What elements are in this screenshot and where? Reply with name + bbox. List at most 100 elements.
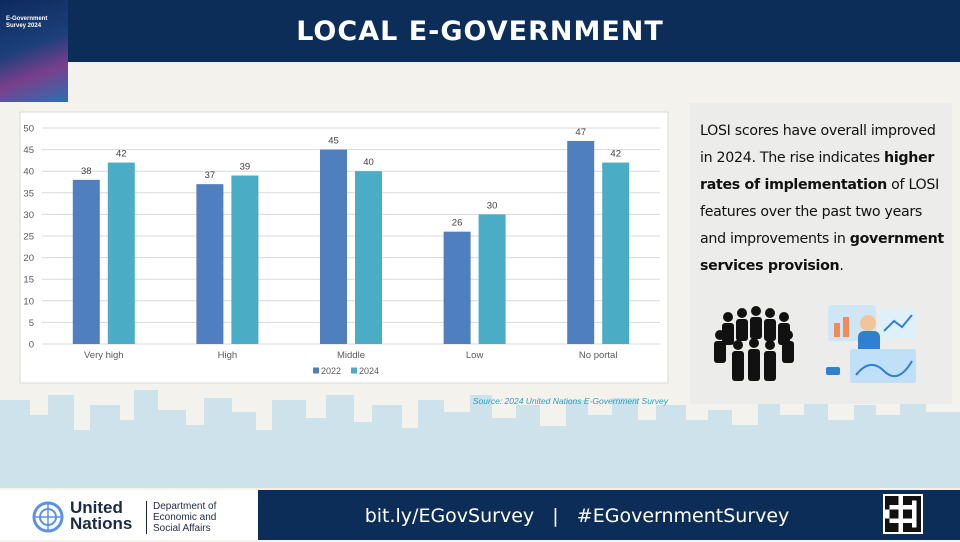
building [400, 428, 420, 488]
y-tick-label: 40 [23, 167, 34, 178]
y-tick-label: 25 [23, 232, 34, 243]
bar [231, 175, 259, 344]
qr-cell [907, 496, 912, 501]
building [352, 422, 374, 488]
data-label: 39 [240, 162, 251, 173]
bar [355, 171, 382, 344]
qr-cell [894, 527, 899, 532]
qr-cell [912, 496, 917, 501]
qr-cell [889, 496, 894, 501]
qr-cell [903, 527, 908, 532]
qr-cell [907, 523, 912, 528]
building [874, 415, 902, 488]
data-label: 45 [328, 136, 339, 147]
data-label: 42 [116, 149, 127, 160]
building [48, 395, 74, 488]
qr-cell [885, 527, 890, 532]
footer-bar [258, 490, 960, 540]
report-cover [0, 0, 68, 102]
building [90, 405, 120, 488]
qr-cell [907, 514, 912, 519]
y-tick-label: 0 [29, 340, 34, 351]
building [418, 400, 444, 488]
people-icon [714, 306, 794, 381]
building [304, 418, 328, 488]
qr-cell [889, 500, 894, 505]
qr-cell [885, 518, 890, 523]
text: of LOSI features over the past two years… [700, 177, 940, 247]
building [254, 430, 274, 488]
qr-cell [903, 496, 908, 501]
qr-cell [889, 514, 894, 519]
building [470, 395, 492, 488]
qr-cell [885, 496, 890, 501]
building [326, 395, 354, 488]
qr-cell [885, 523, 890, 528]
qr-cell [916, 509, 921, 514]
text: LOSI scores have overall improved in 202… [700, 123, 936, 166]
building [804, 396, 828, 488]
data-label: 47 [575, 127, 586, 138]
building [566, 400, 588, 488]
chart: Source: 2024 United Nations E-Government… [19, 111, 669, 406]
building [708, 410, 732, 488]
building [586, 415, 614, 488]
department-name: Department of Economic and Social Affair… [146, 501, 229, 534]
data-label: 30 [487, 200, 498, 211]
building [516, 405, 540, 488]
legend-label: 2024 [359, 366, 379, 376]
data-label: 40 [363, 157, 374, 168]
qr-cell [885, 500, 890, 505]
qr-cell [889, 523, 894, 528]
bar [196, 184, 224, 344]
x-tick-label: Middle [337, 350, 365, 361]
qr-cell [894, 509, 899, 514]
bar [602, 162, 630, 344]
x-tick-label: High [218, 350, 238, 361]
legend-label: 2022 [321, 366, 341, 376]
qr-cell [916, 514, 921, 519]
qr-cell [907, 527, 912, 532]
building [656, 405, 686, 488]
building [118, 420, 136, 488]
bar [320, 149, 347, 344]
y-tick-label: 5 [29, 318, 34, 329]
legend-swatch [351, 367, 357, 374]
building [612, 398, 638, 488]
qr-cell [916, 505, 921, 510]
text-bold: higher rates of implementation [700, 150, 935, 193]
x-tick-label: No portal [579, 350, 618, 361]
building [72, 430, 92, 488]
building [924, 412, 960, 488]
qr-cell [916, 496, 921, 501]
hashtag: #EGovernmentSurvey [576, 505, 790, 527]
qr-cell [903, 523, 908, 528]
building [636, 420, 658, 488]
building [230, 412, 256, 488]
bar [478, 214, 506, 344]
building [758, 400, 780, 488]
building [538, 426, 568, 488]
qr-cell [903, 509, 908, 514]
y-tick-label: 10 [23, 296, 34, 307]
link[interactable]: bit.ly/EGovSurvey [364, 505, 535, 527]
data-label: 37 [205, 170, 216, 181]
bar [567, 140, 595, 344]
qr-cell [907, 509, 912, 514]
header-bar [0, 0, 960, 62]
qr-cell [889, 527, 894, 532]
building [826, 420, 856, 488]
building [134, 390, 158, 488]
qr-cell [894, 500, 899, 505]
qr-cell [912, 527, 917, 532]
y-tick-label: 15 [23, 275, 34, 286]
y-tick-label: 50 [23, 124, 34, 135]
x-tick-label: Low [466, 350, 484, 361]
building [730, 425, 760, 488]
qr-cell [916, 527, 921, 532]
data-label: 26 [452, 218, 463, 229]
y-tick-label: 35 [23, 188, 34, 199]
building [900, 398, 926, 488]
panel-icons [714, 305, 916, 383]
